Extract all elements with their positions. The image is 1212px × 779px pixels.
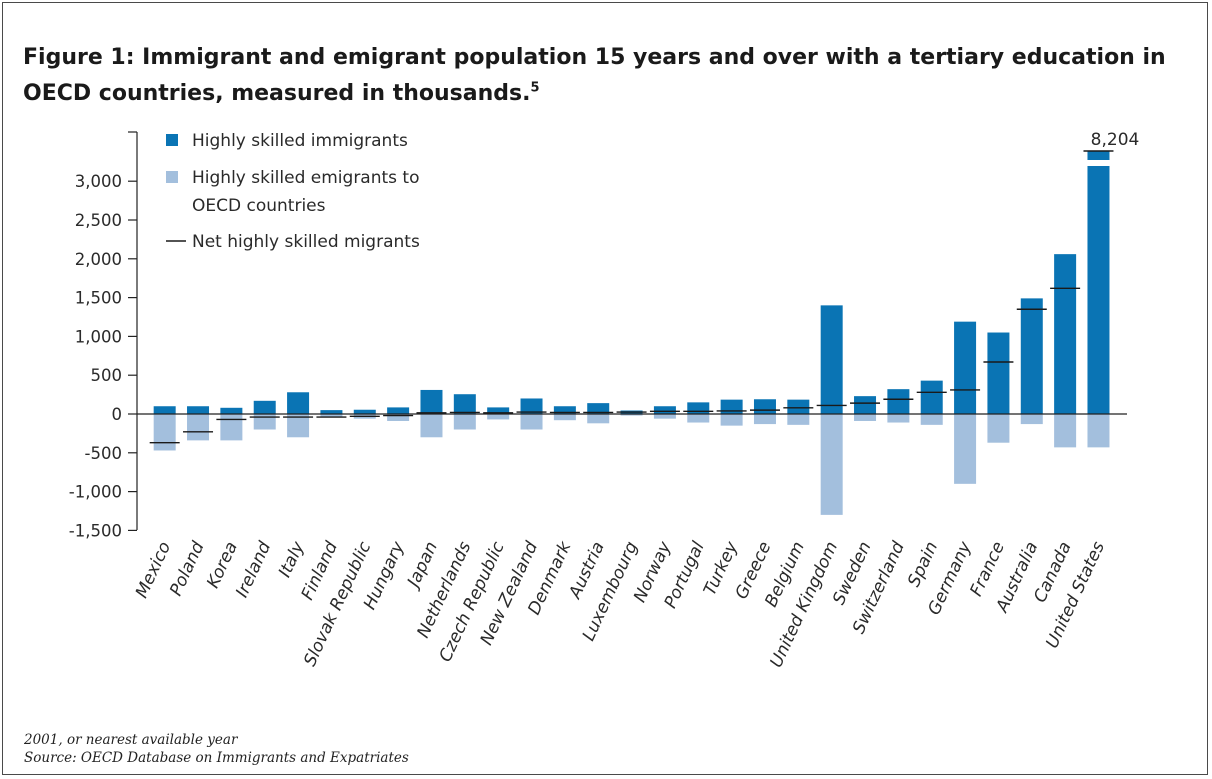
bar-emigrants-norway <box>653 414 676 419</box>
bar-immigrants-united-states <box>1087 151 1110 414</box>
bar-emigrants-czech-republic <box>487 414 510 420</box>
y-axis: -1,500 -1,000 -500 0 500 1,000 1,500 2,000 2,500… <box>69 131 1127 540</box>
bar-emigrants-switzerland <box>887 414 910 423</box>
bar-emigrants-united-states <box>1087 414 1110 448</box>
bar-immigrants-greece <box>753 399 776 414</box>
bar-emigrants-canada <box>1054 414 1077 448</box>
bar-immigrants-spain <box>920 380 943 414</box>
bar-emigrants-new-zealand <box>520 414 543 430</box>
bar-immigrants-hungary <box>387 407 410 414</box>
y-tick-label: 2,000 <box>75 250 122 269</box>
bar-emigrants-italy <box>287 414 310 438</box>
bar-immigrants-mexico <box>153 406 176 414</box>
axis-break-gap <box>1086 160 1111 166</box>
legend-label-emigrants-line1: Highly skilled emigrants to <box>192 168 420 188</box>
bar-immigrants-new-zealand <box>520 398 543 414</box>
bar-emigrants-greece <box>753 414 776 425</box>
bar-emigrants-portugal <box>687 414 710 423</box>
legend: Highly skilled immigrants Highly skilled… <box>166 131 420 252</box>
emigrant-bars <box>153 414 1110 515</box>
bar-immigrants-turkey <box>720 399 743 414</box>
bar-emigrants-korea <box>220 414 243 441</box>
immigrant-bars <box>153 151 1111 414</box>
bar-emigrants-mexico <box>153 414 176 451</box>
bar-immigrants-japan <box>420 389 443 414</box>
bar-immigrants-norway <box>653 406 676 414</box>
bar-emigrants-germany <box>954 414 977 484</box>
y-tick-label: -1,500 <box>69 521 122 540</box>
y-tick-label: 0 <box>112 405 123 424</box>
figure-title: Figure 1: Immigrant and emigrant populat… <box>23 40 1193 112</box>
bar-emigrants-luxembourg <box>620 414 643 416</box>
bar-emigrants-sweden <box>854 414 877 421</box>
bar-emigrants-netherlands <box>453 414 476 430</box>
bar-emigrants-denmark <box>553 414 576 421</box>
bar-immigrants-poland <box>187 406 210 414</box>
title-text: Figure 1: Immigrant and emigrant populat… <box>23 45 1166 106</box>
y-tick-label: -500 <box>85 444 122 463</box>
bar-emigrants-poland <box>187 414 210 441</box>
y-tick-label: -1,000 <box>69 483 122 502</box>
bar-immigrants-australia <box>1020 298 1043 414</box>
bar-emigrants-japan <box>420 414 443 438</box>
bar-emigrants-united-kingdom <box>820 414 843 515</box>
bar-emigrants-belgium <box>787 414 810 425</box>
net-markers <box>149 150 1114 444</box>
bar-immigrants-canada <box>1054 254 1077 414</box>
bar-immigrants-france <box>987 332 1010 414</box>
bar-emigrants-spain <box>920 414 943 425</box>
bar-emigrants-france <box>987 414 1010 443</box>
bar-immigrants-italy <box>287 392 310 414</box>
bar-immigrants-ireland <box>253 400 276 414</box>
bar-immigrants-korea <box>220 407 243 414</box>
bar-immigrants-denmark <box>553 406 576 414</box>
bar-immigrants-netherlands <box>453 394 476 414</box>
bar-annotation-united-states: 8,204 <box>1091 130 1140 150</box>
y-tick-label: 500 <box>91 366 123 385</box>
footnote-source: Source: OECD Database on Immigrants and … <box>24 750 409 766</box>
legend-swatch-emigrants <box>166 171 178 183</box>
bar-immigrants-finland <box>320 410 343 414</box>
y-tick-label: 1,000 <box>75 327 122 346</box>
bar-immigrants-czech-republic <box>487 407 510 414</box>
y-tick-label: 2,500 <box>75 211 122 230</box>
bar-emigrants-australia <box>1020 414 1043 425</box>
bar-immigrants-austria <box>587 403 610 414</box>
bar-immigrants-germany <box>954 321 977 414</box>
bar-immigrants-portugal <box>687 402 710 414</box>
legend-label-emigrants-line2: OECD countries <box>192 196 326 216</box>
y-tick-label: 3,000 <box>75 172 122 191</box>
legend-swatch-immigrants <box>166 134 178 146</box>
bar-emigrants-finland <box>320 414 343 418</box>
bar-emigrants-turkey <box>720 414 743 426</box>
title-footnote-marker: 5 <box>530 80 540 96</box>
y-tick-label: 1,500 <box>75 289 122 308</box>
bar-emigrants-austria <box>587 414 610 424</box>
bar-immigrants-sweden <box>854 396 877 414</box>
bar-emigrants-ireland <box>253 414 276 430</box>
legend-label-net: Net highly skilled migrants <box>192 232 420 252</box>
category-label-italy: Italy <box>275 538 309 581</box>
bar-immigrants-slovak-republic <box>353 409 376 414</box>
footnote-year: 2001, or nearest available year <box>24 732 238 748</box>
bar-immigrants-belgium <box>787 399 810 414</box>
bar-immigrants-united-kingdom <box>820 305 843 414</box>
bar-immigrants-switzerland <box>887 389 910 414</box>
bar-emigrants-hungary <box>387 414 410 421</box>
legend-label-immigrants: Highly skilled immigrants <box>192 131 408 151</box>
